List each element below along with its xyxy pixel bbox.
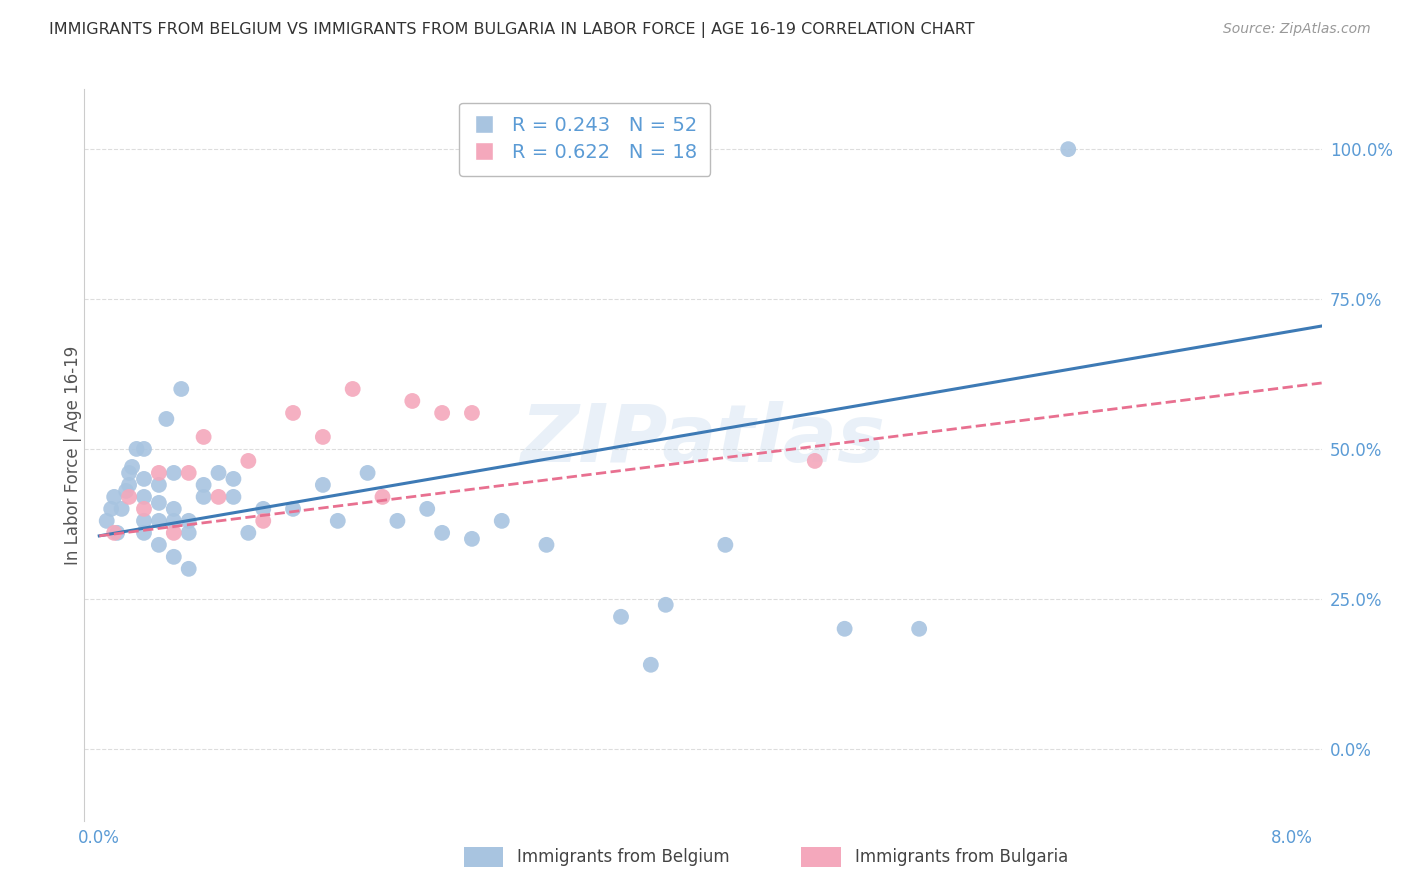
Text: IMMIGRANTS FROM BELGIUM VS IMMIGRANTS FROM BULGARIA IN LABOR FORCE | AGE 16-19 C: IMMIGRANTS FROM BELGIUM VS IMMIGRANTS FR… <box>49 22 974 38</box>
Point <box>132 472 155 486</box>
Point <box>640 657 662 672</box>
Point <box>148 478 170 492</box>
Text: ZIPatlas: ZIPatlas <box>520 401 886 479</box>
Point <box>155 412 177 426</box>
Text: Immigrants from Bulgaria: Immigrants from Bulgaria <box>855 848 1069 866</box>
Point <box>461 532 484 546</box>
Point <box>252 514 274 528</box>
Point <box>118 478 141 492</box>
Point <box>371 490 394 504</box>
Point <box>387 514 409 528</box>
Point <box>430 525 453 540</box>
Point <box>356 466 378 480</box>
Point <box>125 442 148 456</box>
Point <box>312 478 335 492</box>
Y-axis label: In Labor Force | Age 16-19: In Labor Force | Age 16-19 <box>65 345 82 565</box>
Point <box>193 478 215 492</box>
Point <box>163 466 186 480</box>
Point <box>177 562 200 576</box>
Point <box>103 525 125 540</box>
Point <box>163 514 186 528</box>
Point <box>536 538 558 552</box>
Point <box>238 525 260 540</box>
Point <box>281 406 304 420</box>
Point <box>148 466 170 480</box>
Point <box>416 501 439 516</box>
Point <box>281 501 304 516</box>
Point <box>96 514 118 528</box>
Point <box>148 538 170 552</box>
Point <box>105 525 128 540</box>
Point <box>132 442 155 456</box>
Point <box>342 382 364 396</box>
Point <box>804 454 827 468</box>
Point <box>115 483 138 498</box>
Point <box>163 549 186 564</box>
Point <box>193 430 215 444</box>
Point <box>312 430 335 444</box>
Point <box>654 598 676 612</box>
Point <box>326 514 349 528</box>
Point <box>207 466 229 480</box>
Text: Source: ZipAtlas.com: Source: ZipAtlas.com <box>1223 22 1371 37</box>
Point <box>714 538 737 552</box>
Text: Immigrants from Belgium: Immigrants from Belgium <box>517 848 730 866</box>
Point <box>401 394 423 409</box>
Point <box>610 609 633 624</box>
Point <box>222 490 245 504</box>
Point <box>238 454 260 468</box>
Point <box>148 514 170 528</box>
Point <box>132 514 155 528</box>
Point <box>100 501 122 516</box>
Point <box>491 514 513 528</box>
Point <box>118 466 141 480</box>
Legend: R = 0.243   N = 52, R = 0.622   N = 18: R = 0.243 N = 52, R = 0.622 N = 18 <box>460 103 710 176</box>
Point <box>908 622 931 636</box>
Point <box>132 490 155 504</box>
Point <box>170 382 193 396</box>
Point <box>132 501 155 516</box>
Point <box>177 525 200 540</box>
Point <box>103 490 125 504</box>
Point <box>177 466 200 480</box>
Point <box>121 459 143 474</box>
Point <box>177 514 200 528</box>
Point <box>222 472 245 486</box>
Point <box>207 490 229 504</box>
Point <box>834 622 856 636</box>
Point <box>148 496 170 510</box>
Point <box>118 490 141 504</box>
Point <box>252 501 274 516</box>
Point <box>461 406 484 420</box>
Point <box>193 490 215 504</box>
Point <box>132 525 155 540</box>
Point <box>111 501 134 516</box>
Point <box>430 406 453 420</box>
Point <box>1057 142 1080 156</box>
Point <box>163 501 186 516</box>
Point <box>163 525 186 540</box>
